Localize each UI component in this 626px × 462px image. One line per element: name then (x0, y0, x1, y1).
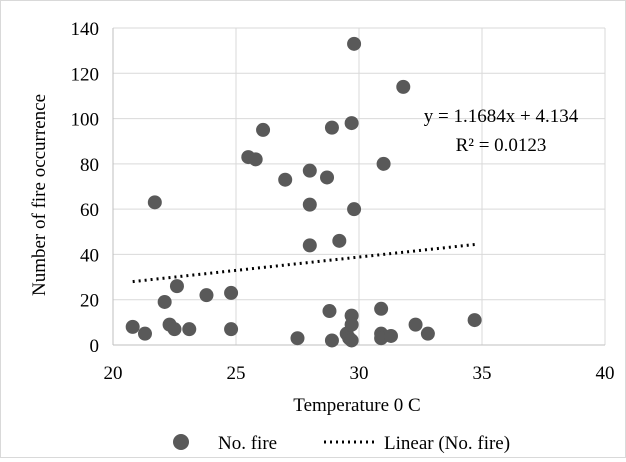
data-point-1 (137, 326, 152, 341)
y-tick-label-140: 140 (71, 19, 100, 40)
data-point-20 (322, 304, 337, 319)
y-tick-label-120: 120 (71, 64, 100, 85)
data-point-2 (147, 195, 162, 210)
data-point-12 (248, 152, 263, 167)
trendline-equation: y = 1.1684x + 4.134 (424, 106, 579, 127)
data-point-9 (224, 285, 239, 300)
data-point-0 (125, 319, 140, 334)
data-point-39 (420, 326, 435, 341)
data-point-19 (320, 170, 335, 185)
data-point-15 (290, 331, 305, 346)
data-point-18 (302, 238, 317, 253)
data-point-14 (278, 172, 293, 187)
data-point-36 (383, 328, 398, 343)
r-squared-label: R² = 0.0123 (456, 135, 547, 156)
data-point-7 (182, 322, 197, 337)
x-tick-label-30: 30 (350, 363, 369, 384)
data-point-31 (347, 36, 362, 51)
gridlines (113, 27, 606, 345)
data-point-8 (199, 288, 214, 303)
x-tick-label-35: 35 (473, 363, 492, 384)
data-point-28 (344, 317, 359, 332)
data-point-3 (157, 294, 172, 309)
data-point-32 (374, 301, 389, 316)
y-tick-label-0: 0 (90, 336, 100, 357)
data-point-10 (224, 322, 239, 337)
data-point-23 (332, 233, 347, 248)
data-point-38 (408, 317, 423, 332)
x-axis-title: Temperature 0 C (293, 395, 420, 416)
y-tick-label-60: 60 (80, 200, 99, 221)
data-point-29 (344, 333, 359, 348)
data-point-40 (467, 313, 482, 328)
y-tick-label-100: 100 (71, 110, 100, 131)
axes (112, 28, 605, 346)
y-tick-label-40: 40 (80, 245, 99, 266)
data-point-5 (167, 322, 182, 337)
legend-label-linear: Linear (No. fire) (384, 433, 510, 454)
data-point-37 (396, 79, 411, 94)
legend: No. fire Linear (No. fire) (173, 433, 510, 454)
data-point-35 (376, 156, 391, 171)
data-point-16 (302, 163, 317, 178)
data-points (125, 36, 482, 348)
data-point-26 (344, 116, 359, 131)
data-point-21 (324, 120, 339, 135)
y-tick-label-80: 80 (80, 155, 99, 176)
data-point-17 (302, 197, 317, 212)
x-tick-label-25: 25 (227, 363, 246, 384)
data-point-13 (256, 122, 271, 137)
y-axis-title: Number of fire occurrence (29, 94, 50, 296)
trendline (132, 242, 478, 284)
trendline-group (132, 242, 478, 284)
legend-marker-icon (173, 434, 189, 450)
data-point-30 (347, 202, 362, 217)
data-point-22 (324, 333, 339, 348)
x-tick-label-40: 40 (596, 363, 615, 384)
data-point-6 (169, 279, 184, 294)
x-tick-label-20: 20 (104, 363, 123, 384)
legend-label-no-fire: No. fire (218, 433, 277, 454)
y-tick-label-20: 20 (80, 291, 99, 312)
